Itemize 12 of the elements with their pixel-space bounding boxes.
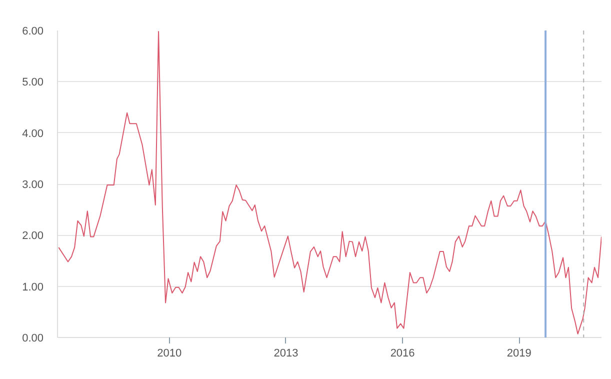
x-tick-label: 2016	[390, 348, 415, 360]
y-tick-label: 1.00	[22, 281, 44, 294]
y-tick-label: 3.00	[22, 179, 44, 191]
x-tick-label: 2013	[274, 348, 298, 360]
x-tick-label: 2019	[506, 348, 532, 360]
line-series	[58, 31, 602, 334]
y-tick-label: 6.00	[22, 26, 44, 38]
y-tick-label: 0.00	[22, 332, 44, 344]
y-tick-label: 5.00	[22, 76, 44, 89]
x-tick-label: 2010	[157, 348, 182, 360]
y-tick-label: 2.00	[22, 230, 44, 242]
y-tick-label: 4.00	[22, 128, 44, 140]
